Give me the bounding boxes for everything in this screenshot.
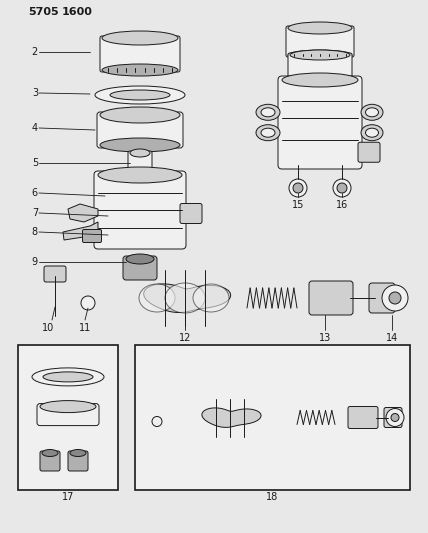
Ellipse shape bbox=[193, 284, 229, 312]
FancyBboxPatch shape bbox=[309, 281, 353, 315]
FancyBboxPatch shape bbox=[135, 345, 410, 490]
Ellipse shape bbox=[43, 372, 93, 382]
Ellipse shape bbox=[288, 50, 352, 60]
Text: 6: 6 bbox=[32, 188, 38, 198]
FancyBboxPatch shape bbox=[94, 171, 186, 249]
Text: 5: 5 bbox=[32, 158, 38, 168]
Circle shape bbox=[391, 414, 399, 422]
Text: 13: 13 bbox=[319, 333, 331, 343]
Circle shape bbox=[152, 416, 162, 426]
Ellipse shape bbox=[40, 401, 96, 413]
Polygon shape bbox=[202, 408, 261, 427]
Ellipse shape bbox=[102, 64, 178, 76]
FancyBboxPatch shape bbox=[83, 230, 101, 243]
Polygon shape bbox=[144, 284, 231, 312]
Text: 10: 10 bbox=[42, 323, 54, 333]
Polygon shape bbox=[68, 204, 98, 222]
Ellipse shape bbox=[282, 73, 358, 87]
FancyBboxPatch shape bbox=[18, 345, 118, 490]
FancyBboxPatch shape bbox=[278, 76, 362, 169]
Text: 8: 8 bbox=[32, 227, 38, 237]
FancyBboxPatch shape bbox=[40, 451, 60, 471]
Ellipse shape bbox=[361, 125, 383, 141]
Ellipse shape bbox=[95, 86, 185, 104]
Text: 11: 11 bbox=[79, 323, 91, 333]
Text: 9: 9 bbox=[32, 257, 38, 267]
Ellipse shape bbox=[139, 284, 175, 312]
Ellipse shape bbox=[256, 125, 280, 141]
Circle shape bbox=[389, 292, 401, 304]
Ellipse shape bbox=[100, 107, 180, 123]
Ellipse shape bbox=[366, 108, 378, 117]
FancyBboxPatch shape bbox=[128, 151, 152, 173]
Text: 16: 16 bbox=[336, 200, 348, 210]
FancyBboxPatch shape bbox=[97, 112, 183, 148]
FancyBboxPatch shape bbox=[288, 53, 352, 82]
Text: 3: 3 bbox=[32, 88, 38, 98]
FancyBboxPatch shape bbox=[44, 266, 66, 282]
Text: 2: 2 bbox=[32, 47, 38, 57]
Ellipse shape bbox=[261, 108, 275, 117]
Text: 1600: 1600 bbox=[62, 7, 93, 17]
Circle shape bbox=[337, 183, 347, 193]
Text: 15: 15 bbox=[292, 200, 304, 210]
FancyBboxPatch shape bbox=[37, 403, 99, 425]
Polygon shape bbox=[63, 222, 98, 240]
Circle shape bbox=[382, 285, 408, 311]
Circle shape bbox=[386, 408, 404, 426]
Circle shape bbox=[333, 179, 351, 197]
Text: 4: 4 bbox=[32, 123, 38, 133]
FancyBboxPatch shape bbox=[68, 451, 88, 471]
FancyBboxPatch shape bbox=[286, 26, 354, 57]
Ellipse shape bbox=[42, 449, 58, 456]
Ellipse shape bbox=[130, 149, 150, 157]
Ellipse shape bbox=[361, 104, 383, 120]
FancyBboxPatch shape bbox=[369, 283, 395, 313]
Ellipse shape bbox=[98, 167, 182, 183]
Ellipse shape bbox=[366, 128, 378, 137]
Ellipse shape bbox=[102, 31, 178, 45]
FancyBboxPatch shape bbox=[348, 407, 378, 429]
Ellipse shape bbox=[290, 50, 350, 60]
Text: 17: 17 bbox=[62, 492, 74, 502]
Text: 7: 7 bbox=[32, 208, 38, 218]
Ellipse shape bbox=[165, 283, 205, 313]
Ellipse shape bbox=[70, 449, 86, 456]
Ellipse shape bbox=[256, 104, 280, 120]
Ellipse shape bbox=[110, 90, 170, 100]
Text: 14: 14 bbox=[386, 333, 398, 343]
Text: 18: 18 bbox=[266, 492, 278, 502]
Circle shape bbox=[293, 183, 303, 193]
FancyBboxPatch shape bbox=[100, 36, 180, 72]
Text: 5705: 5705 bbox=[28, 7, 59, 17]
Circle shape bbox=[81, 296, 95, 310]
FancyBboxPatch shape bbox=[358, 142, 380, 162]
Ellipse shape bbox=[288, 22, 352, 34]
FancyBboxPatch shape bbox=[384, 408, 402, 427]
Ellipse shape bbox=[126, 254, 154, 264]
FancyBboxPatch shape bbox=[123, 256, 157, 280]
Ellipse shape bbox=[32, 368, 104, 386]
Text: 12: 12 bbox=[179, 333, 191, 343]
Circle shape bbox=[289, 179, 307, 197]
Ellipse shape bbox=[100, 138, 180, 152]
Ellipse shape bbox=[261, 128, 275, 137]
FancyBboxPatch shape bbox=[180, 204, 202, 223]
